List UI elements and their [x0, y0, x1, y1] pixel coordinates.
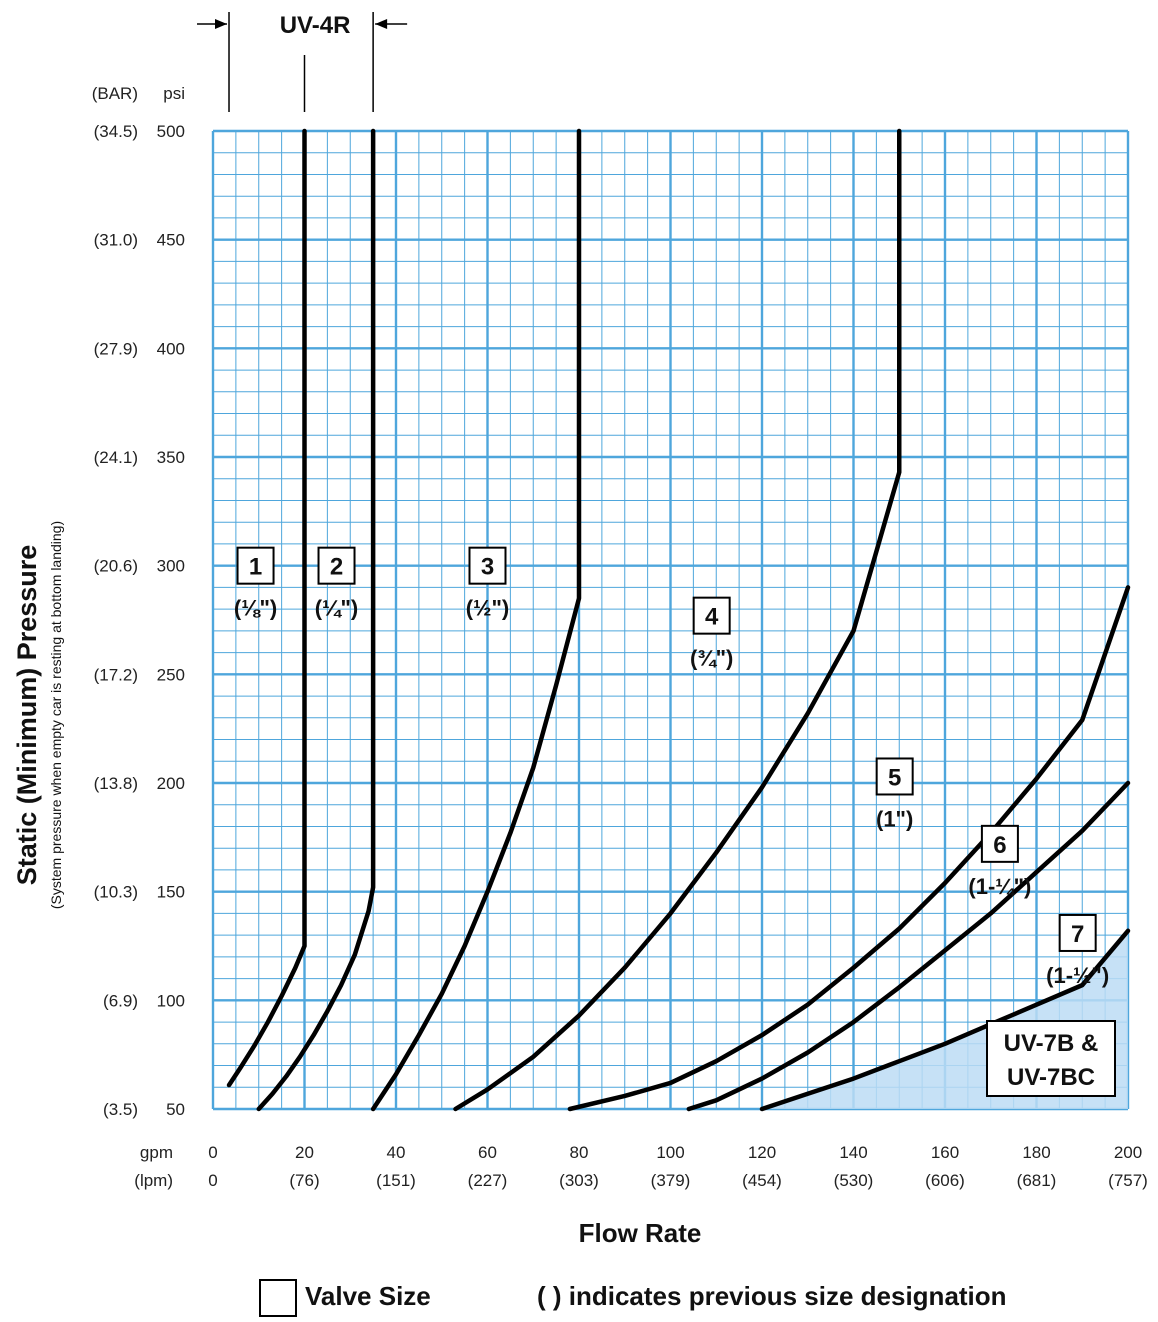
series-line-6	[686, 780, 1131, 1112]
x-tick-lpm: (606)	[925, 1171, 965, 1190]
valve-number-2: 2	[330, 554, 343, 581]
uv-7bc-label: UV-7BC	[1007, 1064, 1095, 1091]
x-tick-gpm: 140	[839, 1143, 867, 1162]
valve-number-5: 5	[888, 764, 901, 791]
series-line-3	[370, 128, 582, 1112]
x-tick-gpm: 200	[1114, 1143, 1142, 1162]
x-tick-gpm: 40	[387, 1143, 406, 1162]
y-axis-title: Static (Minimum) Pressure	[12, 545, 42, 886]
uv-7b-box	[986, 1020, 1116, 1097]
x-tick-gpm: 60	[478, 1143, 497, 1162]
y-tick-psi: 450	[157, 231, 185, 250]
valve-box-4	[692, 596, 731, 635]
valve-size-6: (1-¼")	[968, 874, 1031, 899]
valve-box-3	[468, 546, 507, 585]
y-tick-bar: (3.5)	[103, 1100, 138, 1119]
legend-valve-box	[259, 1279, 297, 1317]
x-tick-lpm: (681)	[1017, 1171, 1057, 1190]
valve-box-1	[236, 546, 275, 585]
tick-labels: 50(3.5)100(6.9)150(10.3)200(13.8)250(17.…	[92, 84, 1148, 1190]
x-axis-title: Flow Rate	[579, 1218, 702, 1248]
x-tick-gpm: 120	[748, 1143, 776, 1162]
x-tick-lpm: (379)	[651, 1171, 691, 1190]
x-unit-lpm: (lpm)	[134, 1171, 173, 1190]
series-line-5	[567, 585, 1131, 1112]
valve-size-1: (⅛")	[234, 596, 277, 621]
y-tick-bar: (31.0)	[94, 231, 138, 250]
y-tick-psi: 500	[157, 122, 185, 141]
x-tick-lpm: (530)	[834, 1171, 874, 1190]
valve-size-7: (1-½")	[1046, 963, 1109, 988]
series-line-7	[759, 928, 1131, 1112]
y-tick-bar: (34.5)	[94, 122, 138, 141]
grid	[211, 129, 1130, 1111]
y-tick-psi: 350	[157, 448, 185, 467]
y-tick-bar: (10.3)	[94, 883, 138, 902]
y-unit-bar: (BAR)	[92, 84, 138, 103]
y-tick-psi: 250	[157, 665, 185, 684]
y-axis-subtitle: (System pressure when empty car is resti…	[48, 521, 64, 909]
x-unit-gpm: gpm	[140, 1143, 173, 1162]
legend-valve-size: Valve Size	[305, 1281, 431, 1311]
valve-number-1: 1	[249, 554, 262, 581]
uv-4r-arrow-right-head	[375, 19, 388, 29]
valve-number-6: 6	[993, 832, 1006, 859]
x-tick-gpm: 20	[295, 1143, 314, 1162]
x-tick-gpm: 80	[570, 1143, 589, 1162]
valve-number-4: 4	[705, 604, 719, 631]
x-tick-lpm: (76)	[289, 1171, 319, 1190]
valve-box-7	[1058, 913, 1097, 952]
legend-previous-size: ( ) indicates previous size designation	[537, 1281, 1007, 1311]
series-group	[226, 128, 1131, 1112]
y-tick-psi: 100	[157, 991, 185, 1010]
y-tick-psi: 200	[157, 774, 185, 793]
y-tick-psi: 400	[157, 339, 185, 358]
valve-size-2: (¼")	[315, 596, 358, 621]
valve-size-4: (¾")	[690, 646, 733, 671]
uv-4r-arrow-left-head	[215, 19, 228, 29]
series-line-2	[256, 128, 376, 1112]
x-tick-lpm: (303)	[559, 1171, 599, 1190]
valve-box-5	[875, 757, 914, 796]
valve-number-7: 7	[1071, 921, 1084, 948]
y-tick-psi: 300	[157, 557, 185, 576]
y-tick-psi: 150	[157, 883, 185, 902]
y-tick-bar: (20.6)	[94, 557, 138, 576]
valve-size-3: (½")	[466, 596, 509, 621]
valve-size-5: (1")	[876, 806, 913, 831]
y-tick-bar: (17.2)	[94, 665, 138, 684]
valve-labels: 1 (⅛") 2 (¼") 3 (½") 4 (¾") 5 (1") 6 (1-¼") 7 (1-½")	[234, 546, 1109, 988]
x-tick-lpm: 0	[208, 1171, 217, 1190]
x-tick-lpm: (151)	[376, 1171, 416, 1190]
y-unit-psi: psi	[163, 84, 185, 103]
y-tick-bar: (6.9)	[103, 991, 138, 1010]
x-tick-gpm: 100	[656, 1143, 684, 1162]
valve-number-3: 3	[481, 554, 494, 581]
x-tick-gpm: 0	[208, 1143, 217, 1162]
series-line-4	[453, 128, 902, 1112]
y-tick-bar: (13.8)	[94, 774, 138, 793]
x-tick-lpm: (454)	[742, 1171, 782, 1190]
series-line-1	[226, 128, 307, 1088]
x-tick-lpm: (227)	[468, 1171, 508, 1190]
x-tick-gpm: 160	[931, 1143, 959, 1162]
valve-box-2	[317, 546, 356, 585]
valve-box-6	[980, 824, 1019, 863]
y-tick-psi: 50	[166, 1100, 185, 1119]
y-tick-bar: (24.1)	[94, 448, 138, 467]
y-tick-bar: (27.9)	[94, 339, 138, 358]
uv-4r-label: UV-4R	[280, 12, 351, 39]
annotations: UV-4R UV-7B & UV-7BC	[197, 12, 1116, 1097]
x-tick-lpm: (757)	[1108, 1171, 1148, 1190]
legend: Valve Size ( ) indicates previous size d…	[259, 1279, 1007, 1317]
x-tick-gpm: 180	[1022, 1143, 1050, 1162]
uv-7b-label: UV-7B &	[1004, 1030, 1099, 1057]
